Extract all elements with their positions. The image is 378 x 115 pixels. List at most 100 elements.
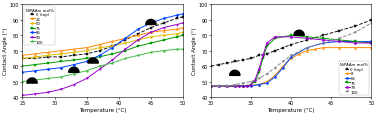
85: [136, 29, 140, 31]
25: [97, 45, 102, 46]
63: [257, 84, 261, 86]
75: [241, 86, 245, 87]
8: [297, 54, 301, 55]
100: [225, 86, 229, 87]
25: [161, 31, 166, 32]
100: [321, 43, 325, 44]
0 (top): [241, 60, 245, 61]
8: [257, 84, 261, 86]
75: [321, 38, 325, 40]
85: [33, 70, 37, 72]
79: [225, 86, 229, 87]
100: [97, 66, 102, 67]
8: [225, 86, 229, 87]
85: [84, 61, 89, 63]
25: [136, 35, 140, 37]
8: [289, 58, 293, 60]
0 (top): [149, 28, 153, 29]
0 (top): [84, 54, 89, 55]
100: [305, 47, 310, 49]
100: [209, 86, 213, 87]
50: [149, 37, 153, 38]
0 (top): [369, 20, 374, 21]
Legend: 0 (top), 25, 50, 75, 85, 90, 100: 0 (top), 25, 50, 75, 85, 90, 100: [24, 7, 54, 45]
0 (top): [123, 40, 127, 41]
75: [257, 72, 261, 73]
79: [305, 38, 310, 40]
79: [253, 80, 257, 81]
85: [20, 72, 25, 73]
90: [181, 23, 185, 24]
63: [305, 47, 310, 49]
Line: 90: 90: [22, 23, 184, 97]
50: [97, 47, 102, 49]
Line: 75: 75: [210, 35, 372, 87]
25: [149, 32, 153, 34]
0 (top): [97, 51, 102, 52]
50: [110, 46, 115, 47]
75: [209, 86, 213, 87]
85: [46, 69, 50, 70]
90: [59, 89, 63, 90]
100: [71, 73, 76, 75]
50: [174, 34, 179, 35]
90: [46, 92, 50, 93]
Line: 100: 100: [210, 23, 372, 87]
75: [97, 57, 102, 58]
100: [46, 78, 50, 79]
100: [110, 63, 115, 64]
90: [110, 60, 115, 61]
Line: 85: 85: [22, 14, 184, 74]
75: [249, 84, 253, 86]
75: [305, 37, 310, 38]
Line: 50: 50: [22, 32, 184, 60]
X-axis label: Temperature (°C): Temperature (°C): [267, 107, 315, 112]
85: [181, 14, 185, 15]
8: [209, 86, 213, 87]
25: [71, 49, 76, 50]
79: [265, 43, 269, 44]
75: [265, 46, 269, 47]
100: [257, 78, 261, 79]
79: [321, 40, 325, 41]
8: [313, 49, 318, 50]
75: [289, 35, 293, 37]
Y-axis label: Contact Angle (°): Contact Angle (°): [3, 28, 8, 75]
25: [123, 38, 127, 40]
0 (top): [273, 51, 277, 52]
0 (top): [321, 35, 325, 37]
25: [46, 52, 50, 53]
85: [71, 64, 76, 66]
X-axis label: Temperature (°C): Temperature (°C): [79, 107, 127, 112]
85: [97, 55, 102, 57]
63: [369, 41, 374, 43]
Y-axis label: Contact Angle (°): Contact Angle (°): [192, 28, 197, 75]
85: [59, 67, 63, 69]
8: [369, 47, 374, 49]
0 (top): [265, 54, 269, 55]
85: [161, 19, 166, 20]
Line: 100: 100: [22, 49, 184, 83]
75: [59, 61, 63, 63]
63: [225, 86, 229, 87]
0 (top): [217, 64, 221, 66]
75: [136, 46, 140, 47]
79: [273, 37, 277, 38]
50: [20, 58, 25, 60]
63: [241, 86, 245, 87]
79: [241, 86, 245, 87]
75: [110, 54, 115, 55]
Line: 75: 75: [22, 35, 184, 68]
75: [20, 66, 25, 67]
0 (top): [232, 61, 237, 63]
Polygon shape: [27, 78, 37, 83]
50: [33, 57, 37, 58]
100: [33, 80, 37, 81]
90: [123, 49, 127, 50]
25: [33, 54, 37, 55]
0 (top): [20, 58, 25, 60]
Line: 79: 79: [210, 36, 372, 87]
0 (top): [136, 34, 140, 35]
100: [59, 77, 63, 78]
Polygon shape: [69, 68, 79, 73]
